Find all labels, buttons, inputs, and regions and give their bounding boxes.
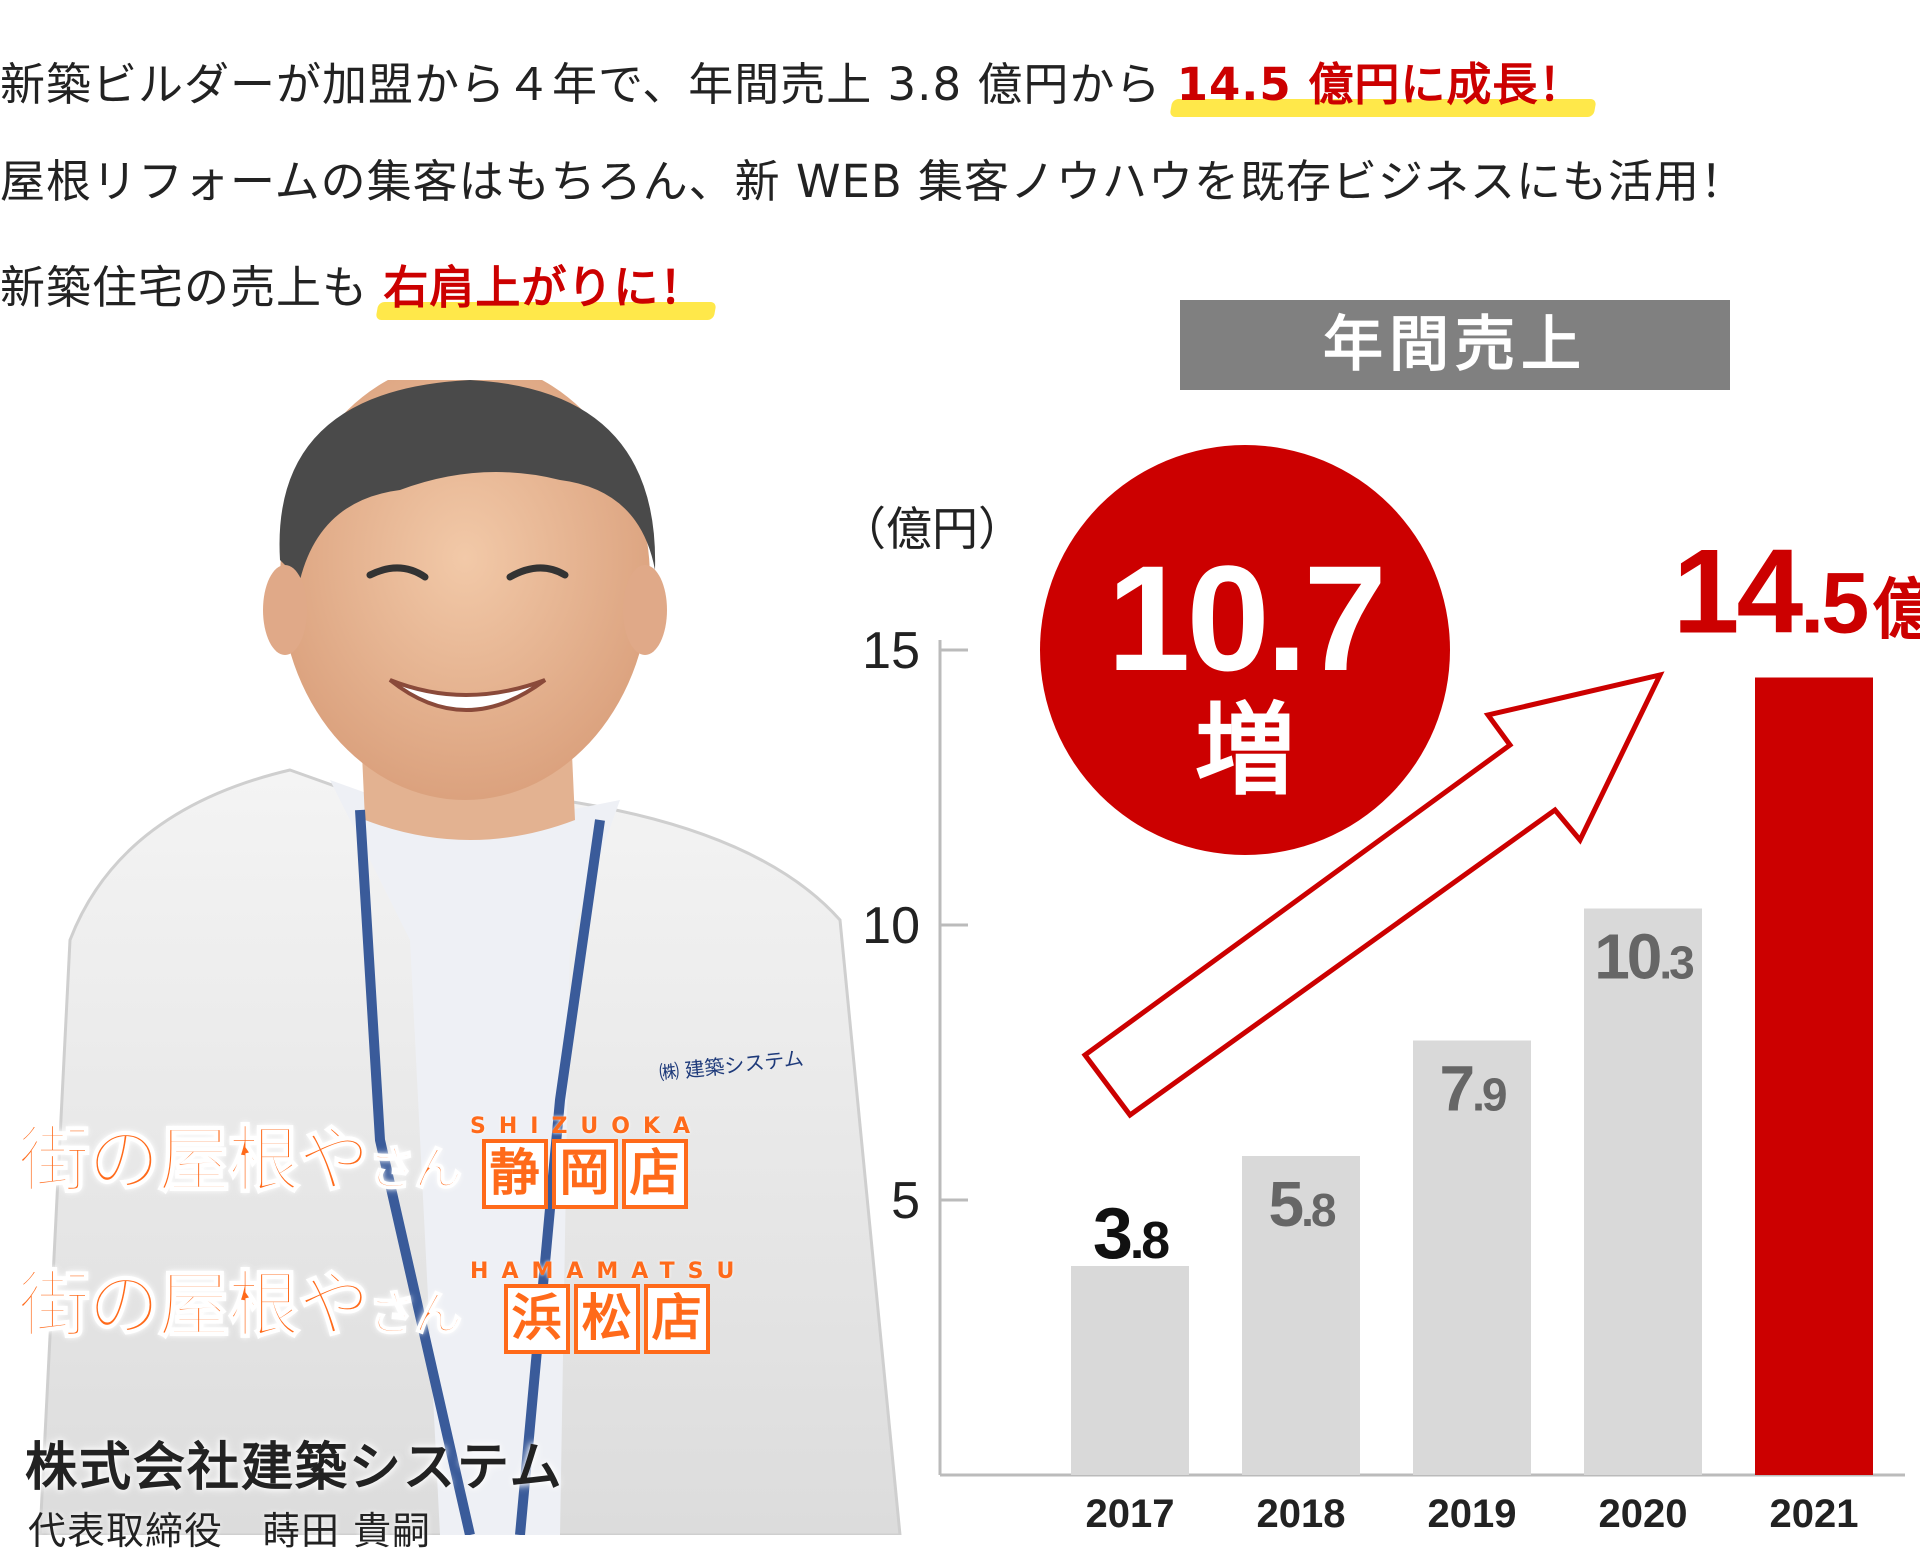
headline-line-1-emphasis: 14.5 億円に成長！ [1176,58,1585,111]
x-tick-label: 2020 [1599,1492,1688,1535]
company-name: 株式会社建築システム [25,1438,564,1498]
bar-2021 [1755,677,1873,1475]
chart-title: 年間売上 [1180,300,1730,390]
x-tick-label: 2017 [1086,1492,1175,1535]
x-tick-label: 2018 [1257,1492,1346,1535]
data-label-2017: 3.8 [1093,1194,1169,1274]
logo-hamamatsu-store: 浜松店 [503,1284,714,1354]
logo-hamamatsu-main: 街の屋根やさん [17,1263,463,1347]
headline-line-2: 屋根リフォームの集客はもちろん、新 WEB 集客ノウハウを既存ビジネスにも活用！ [0,155,1747,208]
headline-line-3-emphasis: 右肩上がりに！ [383,261,706,314]
increase-badge [1040,445,1450,855]
headline-line-3-plain: 新築住宅の売上も [0,261,369,314]
x-tick-label: 2021 [1770,1492,1859,1535]
headline-line-3: 新築住宅の売上も 右肩上がりに！ [0,258,705,318]
bar-2019 [1413,1040,1531,1475]
bar-2020 [1584,908,1702,1475]
logo-shizuoka: 街の屋根やさん SHIZUOKA 静岡店 [17,1115,703,1209]
bar-2018 [1242,1156,1360,1475]
logo-hamamatsu-branch: HAMAMATSU 浜松店 [470,1260,747,1354]
headline-line-1: 新築ビルダーが加盟から４年で、年間売上 3.8 億円から 14.5 億円に成長！ [0,55,1584,115]
headline-line-1-plain: 新築ビルダーが加盟から４年で、年間売上 3.8 億円から [0,58,1162,111]
data-label-2021: 14.5億 [1673,525,1920,659]
increase-badge-label: 増 [1195,692,1295,809]
logo-hamamatsu-romaji: HAMAMATSU [470,1259,748,1284]
data-label-2020: 10.3 [1594,921,1693,993]
logo-shizuoka-main: 街の屋根やさん [17,1118,463,1202]
increase-badge-number: 10.7 [1107,534,1383,702]
growth-arrow [1081,671,1665,1119]
data-label-2018: 5.8 [1268,1168,1335,1240]
data-label-2019: 7.9 [1439,1053,1505,1125]
logo-shizuoka-romaji: SHIZUOKA [470,1114,704,1139]
logo-hamamatsu: 街の屋根やさん HAMAMATSU 浜松店 [17,1260,747,1354]
logo-shizuoka-store: 静岡店 [481,1139,692,1209]
representative-name: 代表取締役 蒔田 貴嗣 [28,1509,432,1553]
x-tick-label: 2019 [1428,1492,1517,1535]
representative-photo: ㈱ 建築システム [38,380,902,1535]
logo-shizuoka-branch: SHIZUOKA 静岡店 [470,1115,703,1209]
bar-2017 [1071,1266,1189,1475]
